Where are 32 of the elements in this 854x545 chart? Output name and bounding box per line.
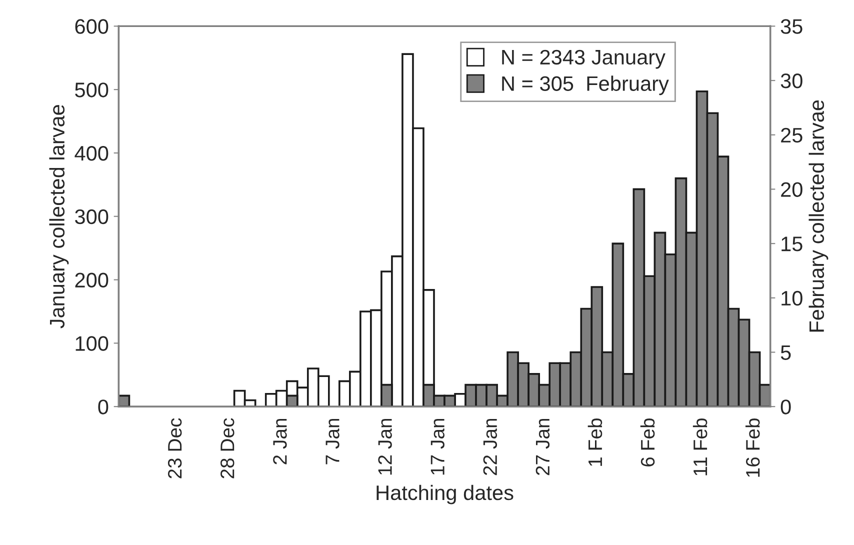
y2-tick-label: 25	[781, 128, 802, 143]
y-tick-label: 400	[74, 146, 108, 161]
x-tick-label: 7 Jan	[326, 418, 340, 464]
x-tick-label: 17 Jan	[430, 418, 444, 475]
x-axis-title: Hatching dates	[376, 484, 514, 504]
x-tick-label: 6 Feb	[640, 418, 655, 466]
y2-tick-label: 35	[780, 19, 802, 34]
x-tick-label: 2 Jan	[273, 418, 287, 464]
legend-label: N = 2343 January	[502, 50, 666, 69]
y2-tick-label: 0	[780, 400, 791, 414]
x-tick-label: 23 Dec	[168, 418, 182, 478]
y-tick-label: 300	[75, 209, 108, 224]
y-tick-label: 100	[76, 336, 108, 351]
y-tick-label: 500	[75, 82, 108, 98]
x-tick-label: 11 Feb	[692, 418, 708, 476]
y-axis-title: January collected larvae	[49, 104, 69, 328]
y2-axis-title: February collected larvae	[808, 100, 828, 332]
x-tick-label: 27 Jan	[536, 418, 550, 476]
legend-label: N = 305 February	[502, 76, 669, 96]
x-tick-label: 1 Feb	[588, 418, 602, 466]
x-tick-label: 28 Dec	[220, 418, 234, 478]
x-tick-label: 12 Jan	[378, 418, 392, 475]
x-tick-label: 22 Jan	[483, 418, 498, 476]
x-tick-label: 16 Feb	[745, 418, 760, 477]
y-tick-label: 0	[98, 400, 108, 414]
y2-tick-label: 30	[780, 74, 802, 88]
y2-tick-label: 20	[781, 182, 802, 197]
y2-tick-label: 15	[782, 236, 802, 252]
y2-tick-label: 5	[780, 345, 791, 360]
y-tick-label: 200	[75, 272, 108, 288]
y2-tick-label: 10	[782, 290, 802, 306]
y-tick-label: 600	[75, 19, 108, 34]
